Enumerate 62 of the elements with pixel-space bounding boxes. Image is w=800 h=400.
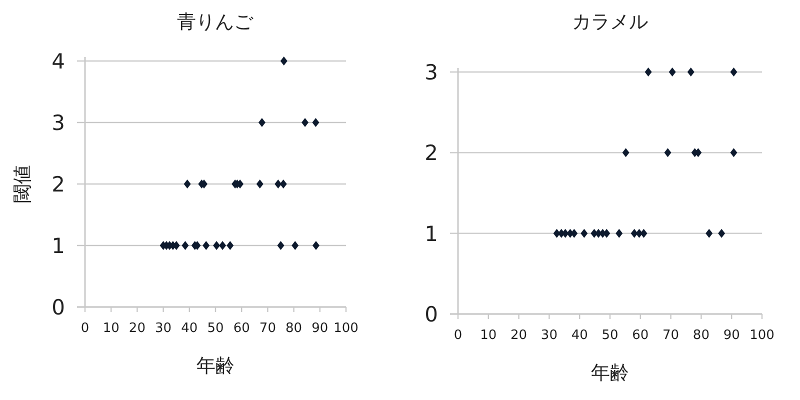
x-tick-label: 60: [632, 328, 649, 343]
point: [312, 241, 320, 250]
point: [730, 148, 738, 158]
point: [668, 68, 676, 76]
x-tick-label: 40: [181, 321, 198, 336]
y-tick-label: 4: [52, 50, 65, 74]
point: [226, 241, 234, 250]
x-tick-label: 100: [334, 321, 358, 336]
point: [219, 241, 226, 250]
y-tick-label: 3: [52, 111, 65, 136]
x-tick-label: 0: [454, 328, 462, 343]
chart-title: カラメル: [572, 11, 648, 33]
x-tick-label: 100: [750, 328, 774, 343]
x-tick-label: 90: [312, 321, 328, 336]
point: [258, 118, 266, 127]
point: [182, 241, 189, 250]
x-tick-label: 70: [662, 328, 680, 343]
point: [580, 228, 588, 238]
y-tick-label: 0: [52, 296, 65, 320]
x-tick-label: 20: [510, 328, 528, 343]
point: [664, 148, 672, 158]
x-tick-label: 30: [540, 328, 558, 343]
x-tick-label: 80: [286, 321, 302, 336]
chart-title: 青りんご: [177, 11, 254, 33]
point: [687, 68, 694, 76]
point: [730, 68, 738, 76]
point: [312, 118, 320, 127]
point: [302, 118, 309, 127]
x-tick-label: 80: [692, 328, 710, 343]
point: [280, 180, 287, 188]
point: [184, 180, 191, 188]
y-tick-label: 2: [424, 141, 438, 166]
x-tick-label: 60: [233, 321, 250, 336]
x-tick-label: 50: [602, 328, 618, 343]
x-tick-label: 40: [571, 328, 588, 343]
x-tick-label: 30: [155, 321, 172, 336]
point: [213, 241, 220, 250]
point: [256, 180, 264, 188]
y-axis-title: 閾値: [12, 165, 34, 203]
x-axis-title: 年齢: [196, 355, 234, 377]
point: [718, 228, 726, 238]
x-tick-label: 0: [80, 321, 90, 336]
point: [280, 56, 288, 66]
point: [292, 241, 299, 250]
x-tick-label: 20: [128, 321, 146, 336]
point: [622, 148, 630, 158]
point: [277, 241, 284, 250]
x-tick-label: 90: [723, 328, 740, 343]
y-tick-label: 1: [424, 222, 438, 246]
x-tick-label: 10: [480, 328, 497, 343]
point: [274, 180, 282, 188]
x-tick-label: 50: [207, 321, 224, 336]
y-tick-label: 2: [52, 172, 65, 197]
point: [706, 228, 713, 238]
x-tick-label: 10: [102, 321, 120, 336]
x-tick-label: 70: [259, 321, 276, 336]
point: [616, 228, 623, 238]
y-tick-label: 3: [424, 60, 438, 85]
y-tick-label: 1: [52, 234, 65, 258]
point: [644, 68, 652, 76]
x-axis-title: 年齢: [591, 362, 629, 384]
point: [202, 241, 210, 250]
